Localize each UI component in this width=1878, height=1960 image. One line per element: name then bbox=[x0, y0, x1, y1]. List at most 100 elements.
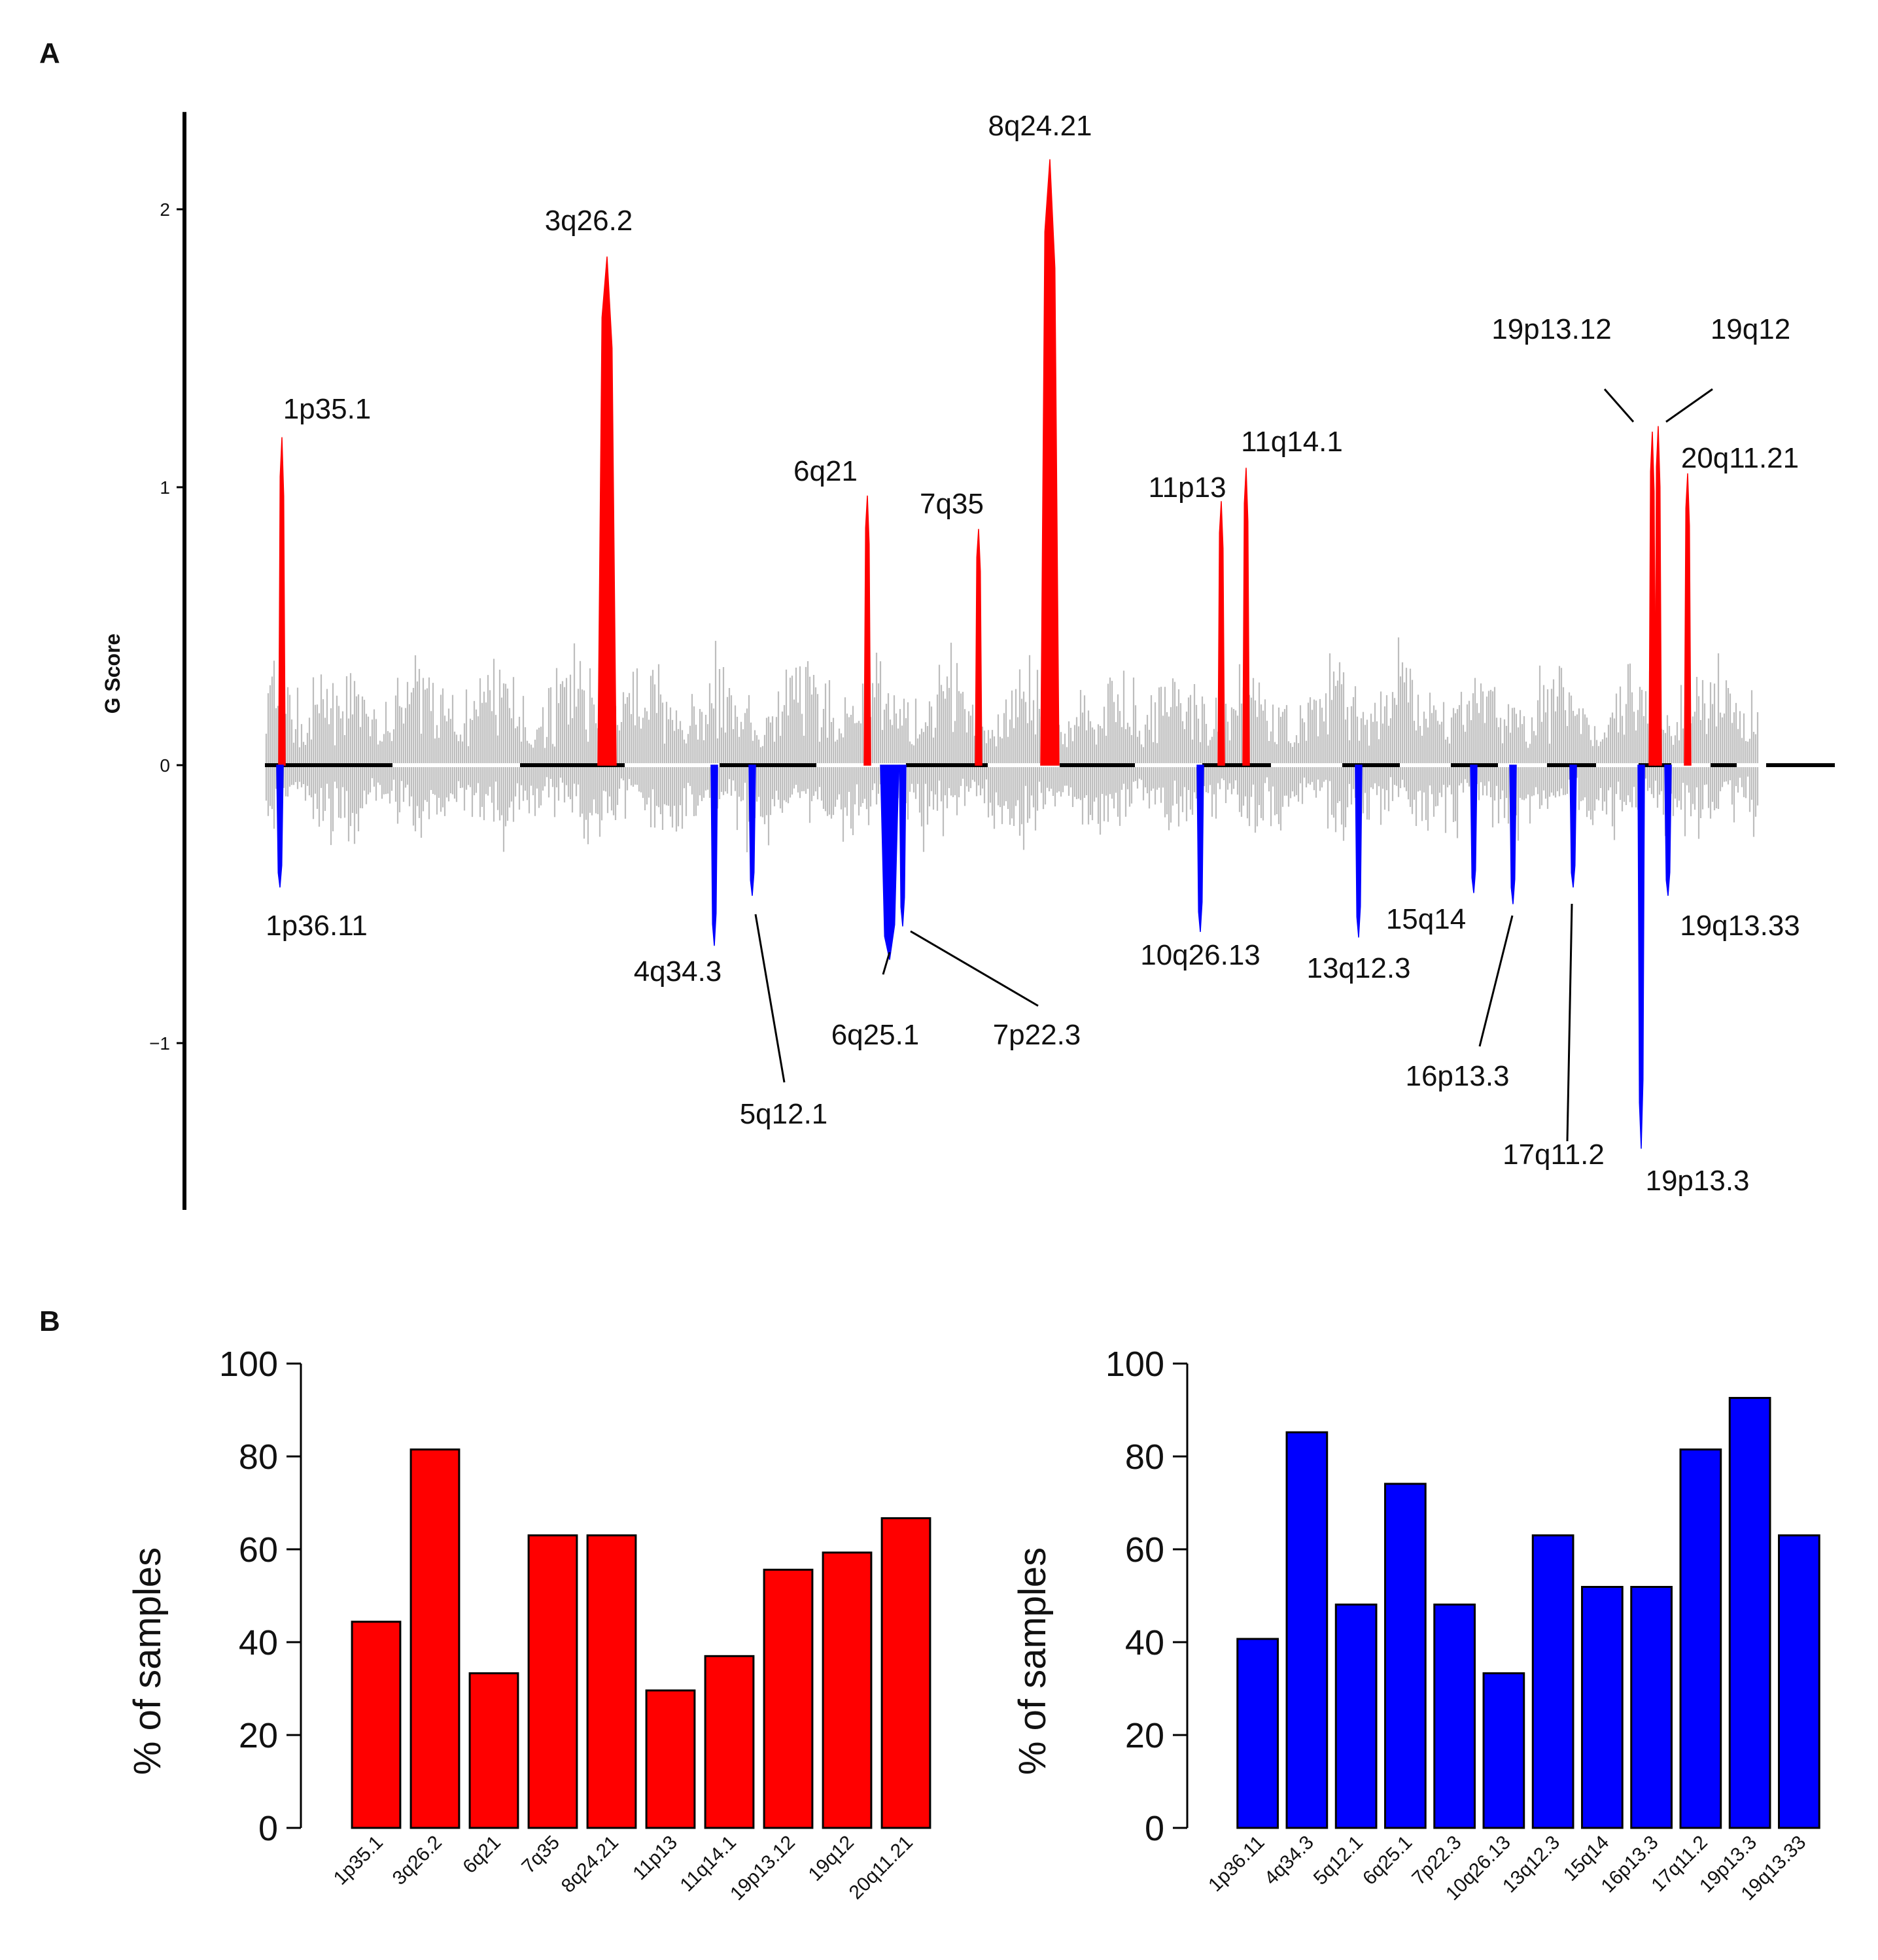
bar-y-tick-label: 80 bbox=[1125, 1437, 1164, 1477]
del-peak-label: 6q25.1 bbox=[831, 1019, 920, 1051]
del-peak-label: 13q12.3 bbox=[1306, 952, 1410, 984]
del-peak-label: 19q13.33 bbox=[1680, 910, 1800, 942]
bar-y-tick-label: 40 bbox=[239, 1623, 278, 1662]
bar-6q21 bbox=[468, 1672, 519, 1829]
del-peak-label: 10q26.13 bbox=[1140, 939, 1261, 971]
noise-negative-bars bbox=[265, 765, 1759, 853]
del-peak-label: 16p13.3 bbox=[1405, 1060, 1509, 1092]
amp-peak-label: 7q35 bbox=[920, 488, 984, 520]
del-peak-label: 4q34.3 bbox=[634, 955, 722, 988]
bar-13q12.3 bbox=[1531, 1534, 1574, 1829]
bar-7p22.3 bbox=[1433, 1603, 1476, 1829]
amp-peak-20q11.21 bbox=[1684, 473, 1692, 766]
bar-10q26.13 bbox=[1482, 1672, 1525, 1829]
bar-y-tick-label: 0 bbox=[258, 1809, 278, 1848]
del-peak-15q14 bbox=[1470, 765, 1478, 893]
deletion-frequency-chart: % of samples 0204060801001p36.114q34.35q… bbox=[1011, 1345, 1820, 1904]
bar-1p36.11 bbox=[1236, 1638, 1279, 1829]
bar-16p13.3 bbox=[1630, 1586, 1673, 1829]
bar-y-tick-label: 40 bbox=[1125, 1623, 1164, 1662]
bar-y-tick-label: 0 bbox=[1145, 1809, 1164, 1848]
leader-line bbox=[754, 914, 786, 1083]
bar-y-tick-label: 20 bbox=[239, 1716, 278, 1755]
g-score-axis-label: G Score bbox=[101, 634, 124, 714]
del-peak-label: 1p36.11 bbox=[266, 910, 368, 942]
leader-line bbox=[1566, 903, 1573, 1142]
amp-peak-1p35.1 bbox=[278, 437, 286, 766]
bar-6q25.1 bbox=[1384, 1483, 1427, 1829]
amp-peak-6q21 bbox=[863, 495, 871, 766]
del-peak-17q11.2 bbox=[1569, 765, 1577, 888]
amp-peak-19q12 bbox=[1654, 426, 1662, 766]
panel-b-letter: B bbox=[39, 1305, 60, 1337]
bar-5q12.1 bbox=[1334, 1603, 1378, 1829]
bar-7q35 bbox=[527, 1534, 578, 1829]
bar-y-tick-label: 60 bbox=[239, 1530, 278, 1570]
bar-19q12 bbox=[822, 1551, 873, 1829]
amp-peak-label: 11q14.1 bbox=[1241, 426, 1343, 458]
amp-peak-label: 20q11.21 bbox=[1681, 442, 1799, 474]
bar-11q14.1 bbox=[704, 1655, 755, 1829]
amp-peak-8q24.21 bbox=[1040, 159, 1060, 766]
amp-peak-label: 11p13 bbox=[1148, 472, 1226, 504]
bar-y-tick-label: 100 bbox=[1105, 1345, 1164, 1384]
g-score-tick-label: −1 bbox=[149, 1033, 170, 1054]
del-peak-7p22.3 bbox=[899, 765, 907, 927]
amp-peak-11q14.1 bbox=[1242, 468, 1250, 766]
del-peak-13q12.3 bbox=[1355, 765, 1363, 938]
bar-15q14 bbox=[1581, 1586, 1624, 1829]
amp-peak-3q26.2 bbox=[597, 256, 617, 766]
peak-spikes bbox=[276, 159, 1692, 1149]
amp-peak-label: 3q26.2 bbox=[545, 205, 633, 237]
del-peak-label: 19p13.3 bbox=[1645, 1165, 1749, 1197]
bar-y-tick-label: 100 bbox=[219, 1345, 278, 1384]
bar-y-tick-label: 60 bbox=[1125, 1530, 1164, 1570]
amp-peak-label: 19q12 bbox=[1711, 313, 1790, 345]
peak-labels: 1p35.1 3q26.2 6q21 7q35 8q24.21 11p13 11q14.1 1… bbox=[266, 110, 1800, 1197]
leader-lines bbox=[754, 388, 1713, 1142]
del-peak-1p36.11 bbox=[276, 765, 284, 888]
del-peak-19q13.33 bbox=[1664, 765, 1672, 896]
bar-3q26.2 bbox=[409, 1448, 461, 1829]
leader-line bbox=[910, 930, 1039, 1007]
del-peak-label: 7p22.3 bbox=[993, 1019, 1081, 1051]
amp-peak-label: 19p13.12 bbox=[1491, 313, 1612, 345]
del-peak-16p13.3 bbox=[1509, 765, 1517, 904]
g-score-tick-label: 2 bbox=[160, 199, 170, 220]
background-noise-profile bbox=[265, 637, 1759, 853]
g-score-axis: 2 1 0 −1 bbox=[149, 112, 186, 1210]
bar-19q13.33 bbox=[1778, 1534, 1820, 1829]
del-peak-5q12.1 bbox=[748, 765, 756, 896]
bar-17q11.2 bbox=[1679, 1448, 1722, 1829]
amp-peak-label: 6q21 bbox=[793, 455, 858, 487]
bar-1p35.1 bbox=[351, 1621, 402, 1829]
amp-peak-7q35 bbox=[975, 528, 982, 766]
leader-line bbox=[1665, 388, 1713, 423]
del-peak-10q26.13 bbox=[1196, 765, 1204, 933]
bar-19p13.3 bbox=[1728, 1397, 1771, 1829]
panel-a-gistic-plot: A 2 1 0 −1 1p35.1 3q26.2 6q21 7q35 8q24.21 11p13… bbox=[39, 37, 1835, 1210]
amp-peak-label: 1p35.1 bbox=[283, 393, 372, 425]
amp-peak-11p13 bbox=[1217, 501, 1225, 766]
bar-4q34.3 bbox=[1285, 1431, 1329, 1829]
bar-y-tick-label: 20 bbox=[1125, 1716, 1164, 1755]
del-peak-label: 17q11.2 bbox=[1503, 1139, 1605, 1171]
bar-8q24.21 bbox=[586, 1534, 637, 1829]
amp-peak-label: 8q24.21 bbox=[988, 110, 1092, 142]
leader-line bbox=[1603, 388, 1635, 422]
amp-chart-ylabel: % of samples bbox=[126, 1547, 169, 1775]
bar-19p13.12 bbox=[763, 1568, 814, 1829]
bar-20q11.21 bbox=[880, 1517, 931, 1829]
bar-y-tick-label: 80 bbox=[239, 1437, 278, 1477]
del-chart-ylabel: % of samples bbox=[1011, 1547, 1054, 1775]
del-peak-label: 5q12.1 bbox=[740, 1098, 828, 1130]
g-score-tick-label: 0 bbox=[160, 755, 170, 776]
leader-line bbox=[1478, 915, 1514, 1047]
del-peak-19p13.3 bbox=[1637, 765, 1645, 1149]
g-score-tick-label: 1 bbox=[160, 477, 170, 498]
leader-line bbox=[882, 952, 891, 975]
del-peak-6q25.1 bbox=[880, 765, 899, 960]
panel-a-letter: A bbox=[39, 37, 60, 69]
